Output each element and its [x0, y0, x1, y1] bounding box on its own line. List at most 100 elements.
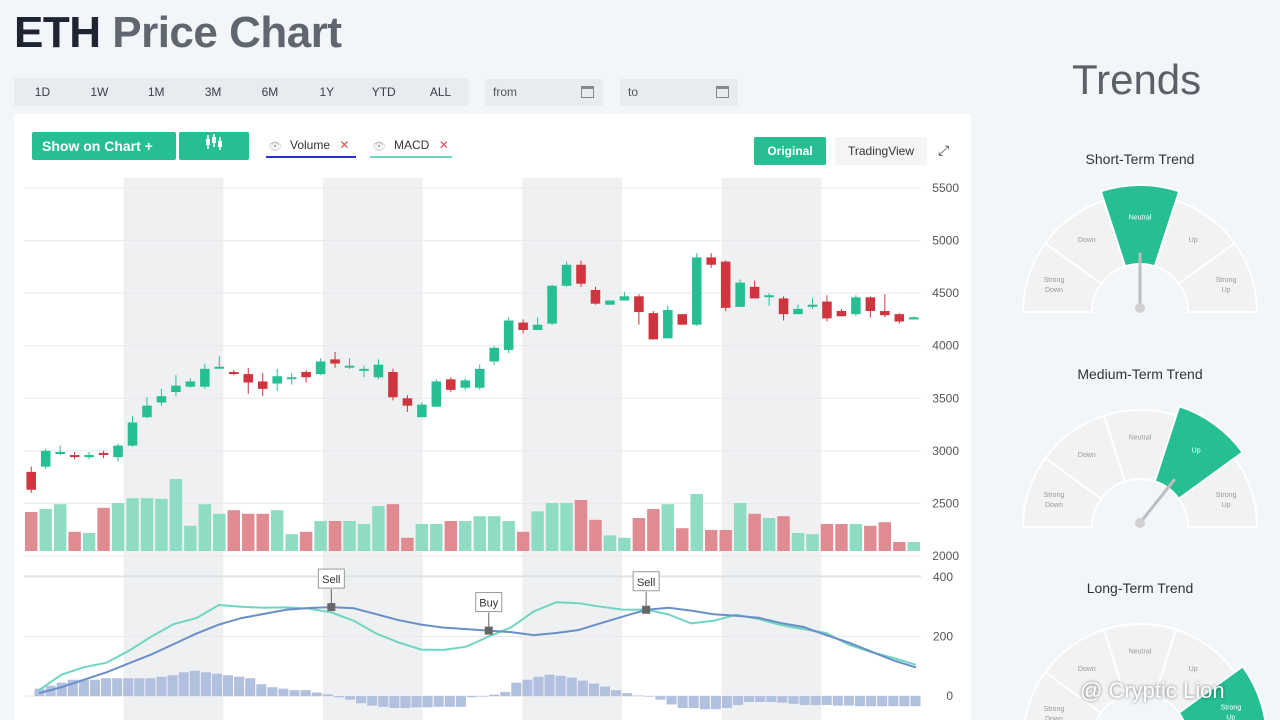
calendar-icon[interactable] [716, 86, 729, 98]
medium-term-trend-gauge: Strong Down Down Neutral Up Strong Up [1021, 404, 1259, 528]
gauge-segment-label: Strong [1216, 277, 1237, 284]
date-to-placeholder: to [628, 85, 639, 99]
volume-bar [415, 524, 429, 551]
popout-icon[interactable]: ⤢ [938, 142, 950, 158]
volume-bar [444, 521, 458, 551]
range-3m-button[interactable]: 3M [204, 85, 222, 99]
volume-bar [647, 509, 660, 551]
macd-histogram-bar [300, 690, 311, 697]
macd-histogram-bar [666, 696, 677, 705]
macd-histogram-bar [200, 672, 211, 697]
volume-bar [574, 500, 588, 551]
volume-bar [285, 534, 298, 551]
price-axis-label: 5000 [932, 234, 959, 248]
gauge-segment-label: Neutral [1129, 215, 1152, 222]
candle-body [344, 365, 355, 368]
eye-icon[interactable]: 👁 [372, 141, 386, 153]
price-axis-label: 3000 [932, 444, 959, 458]
macd-histogram-bar [455, 696, 466, 707]
macd-histogram-bar [289, 690, 300, 697]
price-chart[interactable]: 2000 2500 3000 3500 4000 4500 5000 5500 0 200 400 S… [14, 178, 971, 720]
period-band [123, 178, 224, 720]
macd-histogram-bar [588, 683, 599, 697]
remove-volume-icon[interactable]: ✕ [339, 138, 350, 152]
macd-histogram-bar [156, 676, 167, 697]
candle-body [229, 372, 239, 374]
short-term-trend-gauge: Strong Down Down Neutral Up Strong Up [1021, 184, 1259, 313]
tradingview-button[interactable]: TradingView [835, 137, 927, 165]
macd-histogram-bar [378, 696, 389, 707]
candle-body [417, 404, 427, 418]
date-to-input[interactable]: to [620, 79, 738, 106]
volume-bar [690, 494, 703, 551]
remove-macd-icon[interactable]: ✕ [438, 138, 449, 152]
volume-bar [733, 503, 747, 551]
candle-body [489, 347, 499, 362]
range-1d-button[interactable]: 1D [34, 85, 51, 99]
eye-icon[interactable]: 👁 [268, 141, 282, 153]
range-all-button[interactable]: ALL [429, 85, 452, 99]
macd-histogram-bar [799, 696, 810, 706]
original-chart-button[interactable]: Original [754, 137, 826, 165]
macd-histogram-bar [577, 680, 588, 697]
macd-histogram-bar [333, 696, 344, 698]
candle-body [749, 286, 760, 299]
candle-body [648, 313, 659, 340]
range-ytd-button[interactable]: YTD [371, 85, 396, 99]
candle-body [257, 381, 268, 389]
long-term-trend-title: Long-Term Trend [1086, 580, 1194, 596]
date-from-input[interactable]: from [485, 79, 603, 106]
macd-histogram-bar [278, 688, 289, 697]
candle-body [446, 379, 456, 390]
macd-histogram-bar [710, 696, 721, 710]
gauge-segment-label: Strong [1044, 706, 1065, 713]
macd-histogram-bar [489, 694, 500, 697]
gauge-segment-label: Strong [1044, 277, 1065, 284]
volume-bar [227, 510, 241, 551]
signal-marker [642, 605, 651, 614]
macd-indicator-tag[interactable]: 👁 MACD ✕ [370, 136, 452, 158]
macd-histogram-bar [112, 678, 123, 697]
gauge-segment-label: Up [1226, 714, 1235, 720]
macd-line [38, 606, 917, 695]
gauge-segment [1177, 456, 1259, 528]
signal-label: Sell [322, 574, 340, 586]
gauge-segment-label: Down [1078, 666, 1096, 673]
show-on-chart-button[interactable]: Show on Chart + [32, 132, 176, 160]
candle-body [793, 308, 803, 315]
macd-histogram-bar [544, 674, 555, 697]
candle-body [576, 264, 586, 284]
volume-indicator-tag[interactable]: 👁 Volume ✕ [266, 136, 356, 158]
macd-histogram-bar [688, 696, 699, 708]
trends-title: Trends [1072, 56, 1202, 103]
candle-body [851, 297, 861, 315]
macd-histogram-bar [511, 682, 522, 697]
volume-bar [184, 525, 197, 551]
candle-body [720, 261, 731, 308]
macd-histogram-bar [167, 675, 178, 697]
macd-histogram-bar [721, 696, 733, 708]
calendar-icon[interactable] [581, 86, 594, 98]
volume-bar [97, 507, 110, 551]
volume-bar [531, 511, 544, 551]
gauge-segment [1099, 184, 1181, 268]
volume-bar [328, 521, 342, 551]
macd-histogram-bar [89, 679, 101, 697]
range-6m-button[interactable]: 6M [261, 85, 279, 99]
range-1w-button[interactable]: 1W [90, 85, 109, 99]
gauge-segment-label: Strong [1216, 492, 1237, 499]
volume-bar [155, 498, 168, 551]
macd-histogram-bar [101, 678, 112, 697]
macd-histogram-bar [843, 696, 854, 706]
price-axis-label: 2500 [932, 496, 959, 510]
candle-body [518, 322, 528, 330]
volume-bar [516, 531, 530, 551]
macd-histogram-bar [344, 696, 356, 700]
macd-axis-label: 200 [933, 630, 953, 644]
range-1y-button[interactable]: 1Y [319, 85, 335, 99]
indicators-button[interactable] [179, 132, 249, 160]
candle-body [547, 285, 557, 324]
gauge-segment-label: Up [1222, 287, 1231, 294]
page-title: ETH Price Chart [14, 8, 342, 58]
range-1m-button[interactable]: 1M [147, 85, 165, 99]
